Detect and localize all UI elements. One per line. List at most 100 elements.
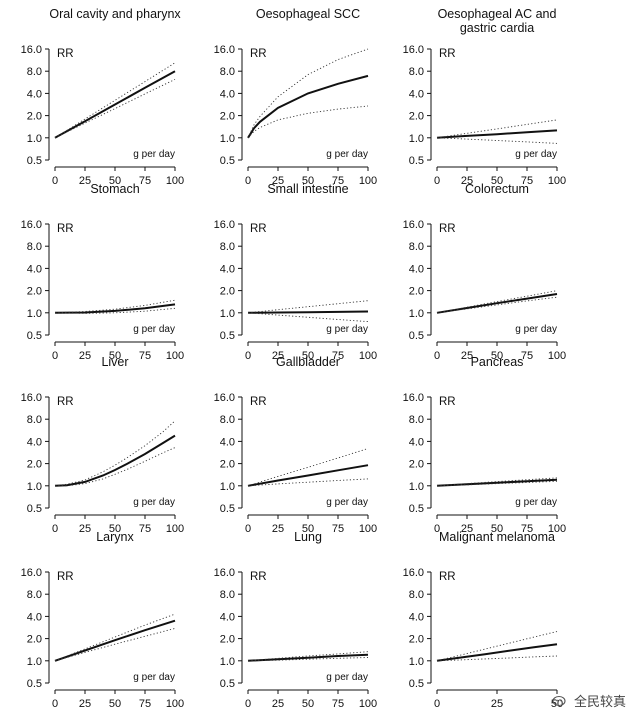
x-tick-label: 100 (548, 350, 566, 362)
rr-estimate-line (54, 619, 176, 662)
chart-title: Oral cavity and pharynx (49, 7, 181, 21)
x-axis-label: g per day (133, 672, 175, 683)
chart-title: Liver (101, 355, 128, 369)
chart-title: Larynx (96, 530, 134, 544)
y-tick-label: 2.0 (27, 111, 42, 123)
y-axis-label: RR (57, 571, 74, 583)
y-tick-label: 8.0 (220, 66, 235, 78)
y-tick-label: 8.0 (220, 414, 235, 426)
x-tick-label: 25 (79, 523, 91, 535)
rr-estimate-line (436, 643, 558, 662)
y-tick-label: 16.0 (21, 219, 42, 231)
chart-title: Colorectum (465, 182, 529, 196)
rr-estimate-line (436, 129, 558, 139)
y-tick-label: 2.0 (220, 634, 235, 646)
ci-upper-line (54, 62, 176, 139)
x-tick-label: 0 (52, 350, 58, 362)
x-tick-label: 75 (521, 175, 533, 187)
x-tick-label: 75 (332, 523, 344, 535)
y-tick-label: 1.0 (27, 656, 42, 668)
chart-title: Lung (294, 530, 322, 544)
x-tick-label: 50 (491, 523, 503, 535)
y-tick-label: 4.0 (220, 88, 235, 100)
y-tick-label: 2.0 (27, 286, 42, 298)
rr-estimate-line (247, 464, 369, 487)
x-tick-label: 75 (139, 698, 151, 710)
chart-panel: Malignant melanoma 0.5 1.0 2.0 4.0 8.0 16.0 0 25… (403, 530, 564, 710)
chart-panel: Lung 0.5 1.0 2.0 4.0 8.0 16.0 0 25 50 75 100 RR g per… (214, 530, 378, 710)
x-tick-label: 100 (359, 350, 377, 362)
y-axis-label: RR (57, 48, 74, 60)
y-tick-label: 8.0 (409, 414, 424, 426)
x-tick-label: 50 (109, 175, 121, 187)
y-tick-label: 2.0 (220, 111, 235, 123)
y-tick-label: 4.0 (27, 436, 42, 448)
chart-title: Stomach (90, 182, 139, 196)
y-axis-label: RR (250, 571, 267, 583)
watermark: 全民较真 (552, 691, 626, 710)
x-tick-label: 0 (52, 698, 58, 710)
y-tick-label: 1.0 (27, 481, 42, 493)
ci-lower-line (55, 447, 176, 487)
rr-estimate-line (247, 74, 369, 139)
y-tick-label: 1.0 (220, 656, 235, 668)
x-tick-label: 100 (359, 523, 377, 535)
x-tick-label: 25 (461, 523, 473, 535)
chart-panel: Pancreas 0.5 1.0 2.0 4.0 8.0 16.0 0 25 50 75 100 RR g… (403, 355, 567, 535)
y-tick-label: 4.0 (409, 263, 424, 275)
chart-panel: Small intestine 0.5 1.0 2.0 4.0 8.0 16.0 0 25 50 7… (214, 182, 378, 362)
x-axis-label: g per day (515, 497, 557, 508)
rr-estimate-line (54, 70, 176, 139)
y-tick-label: 2.0 (27, 459, 42, 471)
x-tick-label: 25 (491, 698, 503, 710)
x-tick-label: 0 (245, 523, 251, 535)
x-tick-label: 0 (434, 175, 440, 187)
x-tick-label: 25 (79, 350, 91, 362)
x-tick-label: 25 (79, 175, 91, 187)
y-tick-label: 0.5 (220, 503, 235, 515)
y-axis-label: RR (250, 48, 267, 60)
y-tick-label: 16.0 (214, 219, 235, 231)
x-tick-label: 75 (521, 523, 533, 535)
ci-lower-line (54, 627, 176, 662)
chart-panel: Oesophageal SCC 0.5 1.0 2.0 4.0 8.0 16.0 0 25 50 7… (214, 7, 378, 187)
y-tick-label: 8.0 (27, 589, 42, 601)
x-tick-label: 0 (245, 350, 251, 362)
x-tick-label: 0 (245, 698, 251, 710)
x-tick-label: 0 (434, 523, 440, 535)
y-tick-label: 8.0 (27, 414, 42, 426)
rr-estimate-line (436, 478, 558, 487)
y-tick-label: 0.5 (27, 678, 42, 690)
y-tick-label: 0.5 (409, 330, 424, 342)
x-tick-label: 100 (166, 350, 184, 362)
ci-upper-line (247, 448, 369, 487)
y-tick-label: 0.5 (220, 678, 235, 690)
x-tick-label: 75 (521, 350, 533, 362)
y-tick-label: 16.0 (214, 44, 235, 56)
chart-panel: Gallbladder 0.5 1.0 2.0 4.0 8.0 16.0 0 25 50 75 100… (214, 355, 378, 535)
y-tick-label: 8.0 (27, 66, 42, 78)
y-tick-label: 1.0 (409, 481, 424, 493)
x-tick-label: 0 (245, 175, 251, 187)
x-tick-label: 75 (332, 698, 344, 710)
ci-upper-line (54, 613, 176, 662)
x-tick-label: 50 (109, 523, 121, 535)
y-tick-label: 4.0 (27, 263, 42, 275)
y-tick-label: 1.0 (220, 481, 235, 493)
x-tick-label: 100 (359, 698, 377, 710)
x-tick-label: 50 (109, 698, 121, 710)
y-tick-label: 16.0 (214, 392, 235, 404)
x-tick-label: 25 (461, 175, 473, 187)
rr-estimate-line (54, 434, 176, 487)
ci-upper-line (436, 631, 558, 662)
y-tick-label: 2.0 (409, 286, 424, 298)
x-axis-label: g per day (326, 324, 368, 335)
x-tick-label: 25 (461, 350, 473, 362)
x-tick-label: 100 (548, 523, 566, 535)
ci-lower-line (247, 105, 369, 139)
x-tick-label: 0 (52, 175, 58, 187)
ci-upper-line (247, 48, 369, 138)
chart-panel: Liver 0.5 1.0 2.0 4.0 8.0 16.0 0 25 50 75 100 RR g pe… (21, 355, 185, 535)
ci-lower-line (54, 78, 176, 139)
x-tick-label: 50 (491, 350, 503, 362)
